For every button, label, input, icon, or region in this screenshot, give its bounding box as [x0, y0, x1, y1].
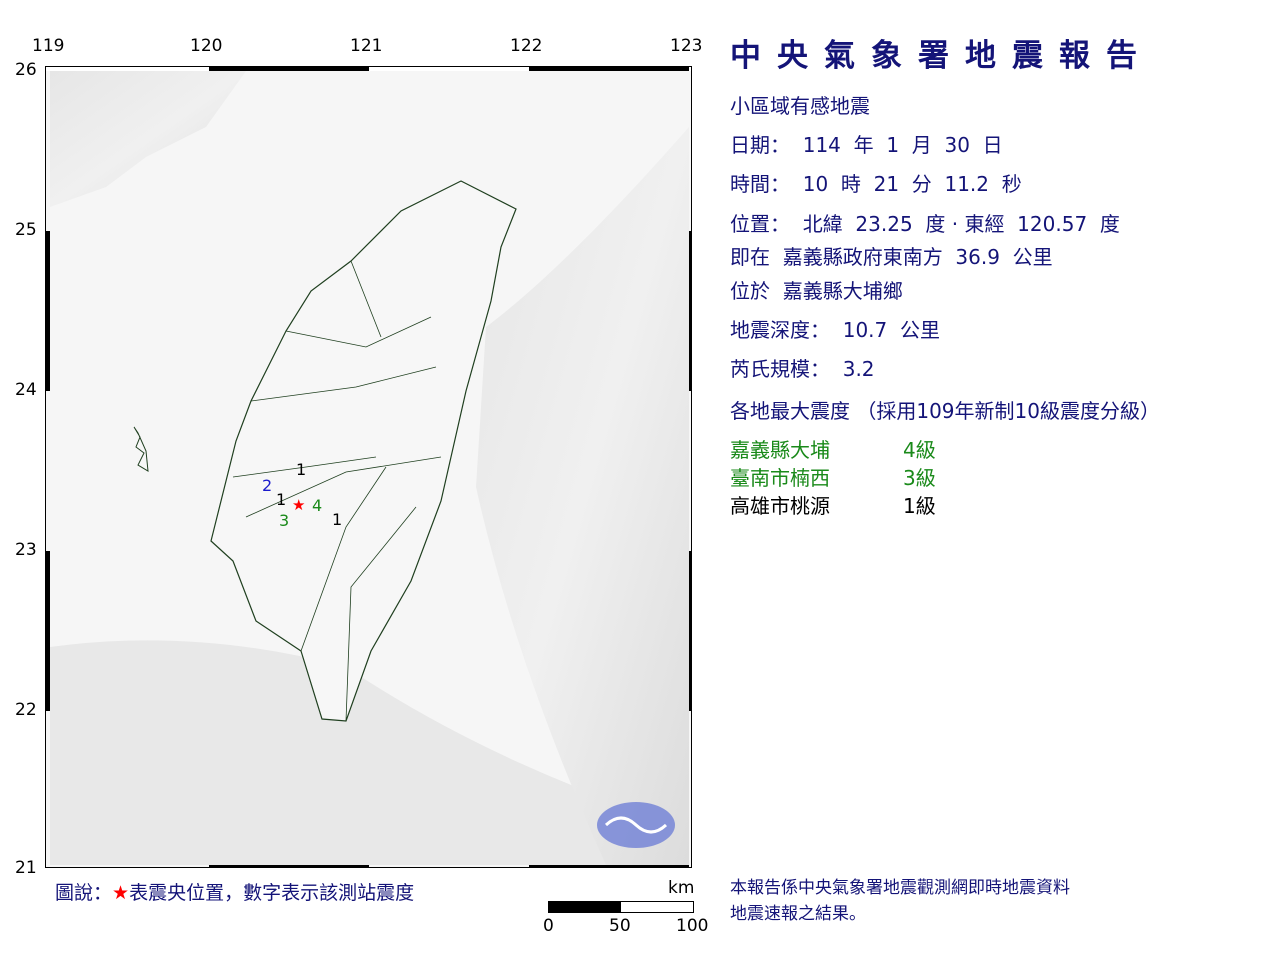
- intensity-level: 1級: [903, 494, 936, 518]
- station-intensity: 1: [276, 490, 287, 509]
- frame-bar: [209, 865, 369, 867]
- intensity-place: 高雄市桃源: [730, 494, 830, 518]
- station-intensity: 1: [332, 510, 343, 529]
- lat-tick: 26: [15, 60, 37, 80]
- scale-label: 0: [543, 916, 554, 936]
- quake-depth: 地震深度： 10.7 公里: [730, 318, 940, 342]
- county-borders: [232, 260, 442, 722]
- lat-tick: 22: [15, 700, 37, 720]
- quake-time: 時間： 10 時 21 分 11.2 秒: [730, 172, 1022, 196]
- intensity-place: 臺南市楠西: [730, 466, 830, 490]
- station-intensity: 1: [296, 460, 307, 479]
- lat-tick: 25: [15, 220, 37, 240]
- cwa-logo-wave: [604, 816, 668, 834]
- intensity-header: 各地最大震度 （採用109年新制10級震度分級）: [730, 399, 1160, 423]
- epicenter-star-icon: ★: [292, 496, 306, 514]
- intensity-place: 嘉義縣大埔: [730, 438, 830, 462]
- scale-label: 100: [676, 916, 709, 936]
- map-canvas: [46, 67, 691, 867]
- frame-bar: [209, 67, 369, 71]
- frame-bar: [689, 551, 691, 711]
- frame-bar: [46, 231, 50, 391]
- lon-tick: 123: [670, 36, 703, 56]
- lon-tick: 121: [350, 36, 383, 56]
- map-legend: 圖說：★表震央位置，數字表示該測站震度: [55, 878, 414, 905]
- epicenter-map: [45, 66, 692, 868]
- quake-magnitude: 芮氏規模： 3.2: [730, 357, 875, 381]
- lon-tick: 122: [510, 36, 543, 56]
- lat-tick: 24: [15, 380, 37, 400]
- intensity-level: 4級: [903, 438, 936, 462]
- frame-bar: [529, 67, 689, 71]
- scale-label: 50: [609, 916, 631, 936]
- lat-tick: 21: [15, 858, 37, 878]
- seafloor-relief: [50, 640, 689, 865]
- quake-date: 日期： 114 年 1 月 30 日: [730, 133, 1003, 157]
- station-intensity: 3: [279, 511, 290, 530]
- frame-bar: [529, 865, 689, 867]
- frame-bar: [689, 231, 691, 391]
- report-title: 中央氣象署地震報告: [730, 38, 1153, 74]
- legend-text: 表震央位置，數字表示該測站震度: [129, 882, 415, 904]
- station-intensity: 2: [262, 476, 273, 495]
- quake-located-in: 位於 嘉義縣大埔鄉: [730, 279, 903, 303]
- lon-tick: 119: [32, 36, 65, 56]
- footer-note: 地震速報之結果。: [730, 904, 866, 924]
- frame-bar: [46, 551, 50, 711]
- footer-note: 本報告係中央氣象署地震觀測網即時地震資料: [730, 878, 1070, 898]
- mainland-coast: [50, 71, 246, 207]
- seafloor-relief: [476, 127, 689, 865]
- scale-bar-black: [548, 901, 622, 913]
- star-icon: ★: [112, 882, 130, 904]
- lat-tick: 23: [15, 540, 37, 560]
- station-intensity: 4: [312, 496, 323, 515]
- penghu-islands: [133, 426, 149, 472]
- scale-bar-white: [620, 901, 694, 913]
- taiwan-island: [210, 180, 517, 722]
- scale-unit: km: [668, 878, 695, 898]
- intensity-level: 3級: [903, 466, 936, 490]
- lon-tick: 120: [190, 36, 223, 56]
- legend-prefix: 圖說：: [55, 882, 113, 904]
- quake-type: 小區域有感地震: [730, 94, 870, 118]
- quake-relative-location: 即在 嘉義縣政府東南方 36.9 公里: [730, 245, 1053, 269]
- quake-location: 位置： 北緯 23.25 度 · 東經 120.57 度: [730, 212, 1120, 236]
